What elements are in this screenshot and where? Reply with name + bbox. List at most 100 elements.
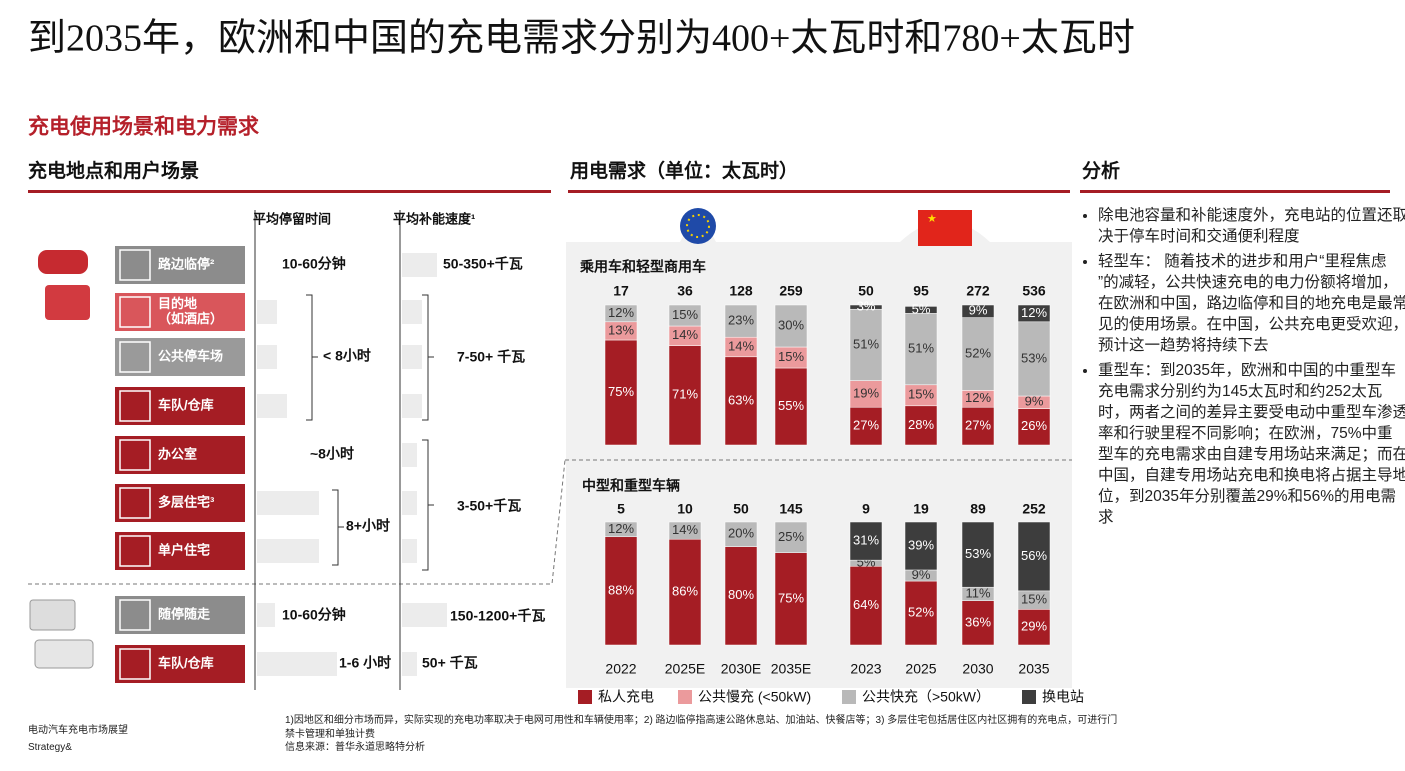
value-label: 28% (908, 417, 934, 432)
duration: < 8小时 (323, 348, 371, 364)
bar-segment (774, 521, 808, 553)
total-label: 536 (1022, 283, 1046, 299)
scenario-box (115, 645, 245, 683)
scenario-label: 车队/仓库 (158, 655, 214, 670)
chart-panel (566, 221, 1072, 688)
value-label: 53% (1021, 350, 1047, 365)
speed-bar (402, 300, 422, 324)
value-label: 75% (608, 384, 634, 399)
scenario-label: 单户住宅 (158, 542, 210, 557)
total-label: 50 (733, 501, 749, 517)
value-label: 55% (778, 398, 804, 413)
bar-segment (724, 546, 758, 646)
bar-segment (904, 580, 938, 646)
bar-segment (604, 536, 638, 646)
duration: 10-60分钟 (282, 256, 346, 272)
value-label: 80% (728, 587, 754, 602)
scenario-icon (119, 599, 151, 631)
bar-segment (961, 600, 995, 646)
speed-bar (402, 443, 417, 467)
scenario-box (115, 246, 245, 284)
vehicles (29, 250, 94, 669)
x-tick-label: 2025E (665, 661, 705, 677)
scenario-icon (119, 341, 151, 373)
x-tick-label: 2035 (1018, 661, 1049, 677)
bullet: 重型车：到2035年，欧洲和中国的中重型车充电需求分别约为145太瓦时和约252… (1098, 360, 1405, 528)
bar-segment (849, 406, 883, 446)
notes: 1)因地区和细分市场而异，实际实现的充电功率取决于电网可用性和车辆使用率；2) … (285, 715, 1118, 740)
duration: 8+小时 (346, 518, 390, 534)
column-header: 平均补能速度¹ (393, 211, 475, 226)
legend-swatch (842, 690, 856, 704)
scenario-icon (119, 439, 151, 471)
speed: 50-350+千瓦 (443, 256, 523, 272)
x-tick-label: 2025 (905, 661, 936, 677)
duration-bar (257, 539, 319, 563)
value-label: 53% (965, 546, 991, 561)
speed: 3-50+千瓦 (457, 498, 521, 514)
page-title: 到2035年，欧洲和中国的充电需求分别为400+太瓦时和780+太瓦时 (28, 18, 1135, 60)
legend-label: 公共快充（>50kW） (862, 689, 990, 705)
value-label: 15% (1021, 592, 1047, 607)
value-label: 5% (912, 301, 931, 316)
value-label: 12% (1021, 305, 1047, 320)
duration-bar (257, 300, 277, 324)
scenario-box (115, 532, 245, 570)
bar-segment (724, 521, 758, 547)
brand: Strategy& (28, 742, 72, 753)
legend-swatch (1022, 690, 1036, 704)
scenario-box (115, 436, 245, 474)
scenario-icon (119, 249, 151, 281)
speed-bar (402, 345, 422, 369)
scenario-box (115, 387, 245, 425)
total-label: 10 (677, 501, 693, 517)
scenario-icon (119, 390, 151, 422)
bar-segment (668, 521, 702, 540)
bar-segment (604, 339, 638, 446)
bar-segment (849, 304, 883, 310)
scenario-label: 办公室 (158, 446, 197, 461)
value-label: 27% (965, 418, 991, 433)
rule (1080, 190, 1390, 193)
value-label: 75% (778, 590, 804, 605)
bar-segment (1017, 609, 1051, 646)
value-label: 15% (672, 307, 698, 322)
total-label: 50 (858, 283, 874, 299)
scenario-label: （如酒店） (158, 311, 223, 326)
bullet: 除电池容量和补能速度外，充电站的位置还取决于停车时间和交通便利程度 (1098, 205, 1405, 247)
bar-segment (668, 538, 702, 646)
scenario-icon (119, 296, 151, 328)
value-label: 9% (969, 303, 988, 318)
rule (28, 190, 551, 193)
duration: 1-6 小时 (339, 655, 391, 671)
speed-bar (402, 394, 422, 418)
value-label: 88% (608, 582, 634, 597)
bar-segment (774, 304, 808, 348)
duration-bar (257, 394, 287, 418)
scenario-box (115, 484, 245, 522)
value-label: 31% (853, 533, 879, 548)
bar-segment (849, 380, 883, 408)
chart-title: 乘用车和轻型商用车 (579, 259, 706, 275)
value-label: 64% (853, 597, 879, 612)
value-label: 52% (908, 604, 934, 619)
value-label: 11% (965, 585, 990, 600)
value-label: 71% (672, 387, 698, 402)
total-label: 145 (779, 501, 803, 517)
bar-segment (904, 313, 938, 386)
speed: 50+ 千瓦 (422, 655, 478, 671)
bar-segment (668, 304, 702, 327)
bar-segment (849, 308, 883, 381)
bar-segment (849, 566, 883, 646)
value-label: 14% (672, 522, 698, 537)
legend-label: 公共慢充 (<50kW) (698, 689, 811, 705)
scenario-label: 随停随走 (158, 606, 211, 621)
value-label: 56% (1021, 548, 1047, 563)
value-label: 20% (728, 526, 754, 541)
bar-segment (1017, 521, 1051, 592)
value-label: 3% (857, 299, 876, 314)
scenario-label: 公共停车场 (158, 348, 223, 363)
scenario-label: 车队/仓库 (158, 397, 214, 412)
rule (568, 190, 1070, 193)
